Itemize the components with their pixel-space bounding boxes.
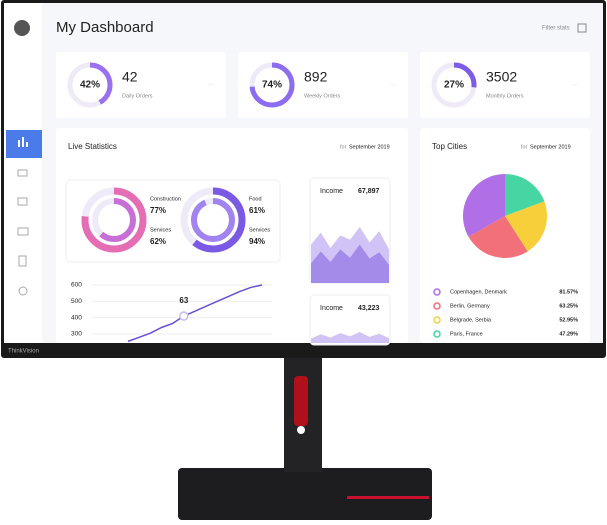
ring-arc <box>81 187 147 253</box>
stat-label: Daily Orders <box>122 93 153 99</box>
city-value: 52.95% <box>559 317 578 323</box>
stand-hole <box>297 426 305 434</box>
city-name: Copenhagen, Denmark <box>450 289 507 295</box>
ring-label: 74% <box>262 80 282 91</box>
pie-slice <box>505 174 545 216</box>
donut-value: 77% <box>150 206 166 215</box>
income-label: Income <box>320 305 343 312</box>
nav-icon[interactable] <box>17 227 29 236</box>
income-card <box>309 294 391 346</box>
donut-name: Construction <box>150 196 181 202</box>
city-name: Paris, France <box>450 331 483 337</box>
city-value: 47.29% <box>559 331 578 337</box>
income-area <box>311 332 389 343</box>
income-area <box>311 244 389 283</box>
donut-name: Services <box>150 227 171 233</box>
donut-value: 62% <box>150 237 166 246</box>
avatar[interactable] <box>14 20 30 36</box>
base-stripe <box>347 496 429 499</box>
period-prefix: for <box>340 144 347 150</box>
stat-value: 42 <box>122 69 138 85</box>
y-tick-label: 400 <box>71 314 82 321</box>
filter-stats[interactable]: Filter stats <box>542 26 570 32</box>
income-label: Income <box>320 188 343 195</box>
page-title: My Dashboard <box>56 19 154 36</box>
y-tick-label: 500 <box>71 298 82 305</box>
y-tick-label: 600 <box>71 282 82 289</box>
period[interactable]: September 2019 <box>349 144 390 150</box>
stat-label: Monthly Orders <box>486 93 524 99</box>
nav-icon[interactable] <box>18 255 27 267</box>
annotation: 63 <box>179 296 188 305</box>
ring-arc <box>431 62 477 108</box>
nav-icon[interactable] <box>17 169 28 177</box>
pie-slice <box>505 201 547 252</box>
panel-title: Top Cities <box>432 142 467 151</box>
panel-title: Live Statistics <box>68 142 117 151</box>
income-value: 43,223 <box>358 305 380 312</box>
donut-value: 61% <box>249 206 265 215</box>
donut-value: 94% <box>249 237 265 246</box>
stat-label: Weekly Orders <box>304 93 341 99</box>
highlight-point <box>179 311 189 321</box>
sidebar <box>4 3 42 343</box>
card-menu: ··· <box>390 83 396 89</box>
card-menu: ··· <box>208 83 214 89</box>
nav-icons <box>17 137 29 296</box>
city-value: 63.25% <box>559 303 578 309</box>
line <box>127 284 263 343</box>
y-tick-label: 300 <box>71 331 82 338</box>
card-menu: ··· <box>572 83 578 89</box>
stat-value: 892 <box>304 69 328 85</box>
ring-arc <box>249 62 295 108</box>
ring-arc <box>180 187 246 253</box>
ring-label: 42% <box>80 80 100 91</box>
ring-arc <box>92 198 136 242</box>
stand-base <box>178 468 432 520</box>
ring-arc <box>191 198 235 242</box>
donut-name: Services <box>249 227 270 233</box>
income-value: 67,897 <box>358 188 380 195</box>
donut-name: Food <box>249 196 262 202</box>
pie-slice <box>468 216 528 258</box>
city-value: 81.57% <box>559 289 578 295</box>
legend-marker <box>433 302 441 310</box>
legend-marker <box>433 316 441 324</box>
ring-arc <box>67 62 113 108</box>
pie-slice <box>463 174 505 237</box>
city-name: Berlin, Germany <box>450 303 490 309</box>
period[interactable]: September 2019 <box>530 144 571 150</box>
period-prefix: for <box>521 144 528 150</box>
filter-icon[interactable] <box>577 23 587 33</box>
nav-icon[interactable] <box>17 197 28 206</box>
legend-marker <box>433 330 441 338</box>
stand-slot <box>294 376 308 426</box>
brand: ThinkVision <box>8 349 39 355</box>
legend-marker <box>433 288 441 296</box>
city-name: Belgrade, Serbia <box>450 317 492 323</box>
nav-icon[interactable] <box>18 286 28 296</box>
stat-value: 3502 <box>486 69 517 85</box>
ring-label: 27% <box>444 80 464 91</box>
